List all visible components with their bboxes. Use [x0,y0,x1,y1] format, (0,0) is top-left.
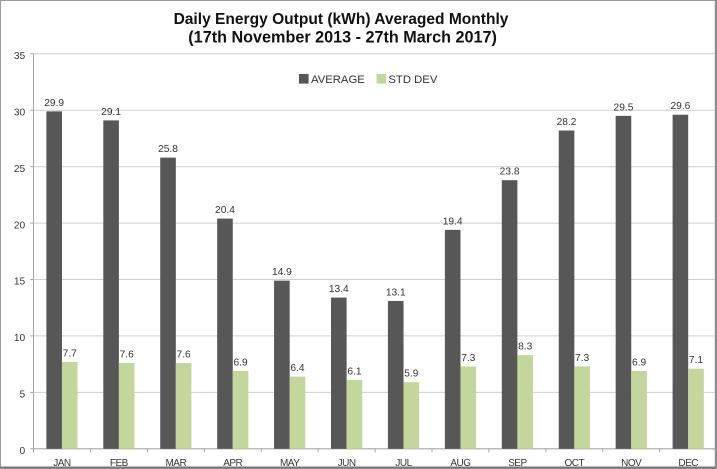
svg-text:29.6: 29.6 [670,101,690,112]
svg-text:FEB: FEB [110,458,129,469]
svg-text:13.1: 13.1 [386,287,406,298]
svg-text:DEC: DEC [678,458,698,469]
svg-text:13.4: 13.4 [329,284,349,295]
svg-text:0: 0 [20,446,26,457]
svg-text:8.3: 8.3 [518,342,532,353]
svg-text:7.3: 7.3 [461,353,475,364]
svg-text:5: 5 [20,390,26,401]
svg-text:30: 30 [14,107,26,118]
svg-text:7.1: 7.1 [689,355,703,366]
svg-text:6.4: 6.4 [290,363,304,374]
svg-text:7.7: 7.7 [63,348,77,359]
svg-text:Daily Energy Output (kWh) Aver: Daily Energy Output (kWh) Averaged Month… [174,11,509,28]
svg-text:6.9: 6.9 [632,357,646,368]
svg-text:29.5: 29.5 [614,102,634,113]
svg-text:APR: APR [223,458,242,469]
svg-text:AVERAGE: AVERAGE [311,74,365,86]
svg-text:7.6: 7.6 [120,349,134,360]
svg-text:MAR: MAR [165,458,186,469]
svg-text:7.6: 7.6 [177,349,191,360]
svg-text:29.1: 29.1 [101,107,121,118]
svg-text:28.2: 28.2 [557,117,577,128]
svg-text:23.8: 23.8 [500,167,520,178]
svg-text:6.9: 6.9 [233,357,247,368]
svg-text:MAY: MAY [280,458,300,469]
svg-text:25.8: 25.8 [158,144,178,155]
svg-text:19.4: 19.4 [443,216,463,227]
svg-text:NOV: NOV [621,458,642,469]
svg-text:35: 35 [14,51,26,62]
svg-text:25: 25 [14,164,26,175]
svg-text:7.3: 7.3 [575,353,589,364]
svg-text:29.9: 29.9 [44,98,64,109]
svg-text:SEP: SEP [508,458,527,469]
svg-text:(17th November 2013 - 27th Mar: (17th November 2013 - 27th March 2017) [188,29,497,47]
svg-text:JUL: JUL [395,458,412,469]
svg-text:STD DEV: STD DEV [388,74,437,86]
svg-text:14.9: 14.9 [272,267,292,278]
svg-text:5.9: 5.9 [404,369,418,380]
svg-text:AUG: AUG [450,458,471,469]
svg-text:20.4: 20.4 [215,205,235,216]
svg-text:6.1: 6.1 [347,366,361,377]
svg-text:20: 20 [14,220,26,231]
svg-text:OCT: OCT [565,458,585,469]
svg-text:JAN: JAN [53,458,71,469]
svg-text:JUN: JUN [338,458,356,469]
svg-text:10: 10 [14,333,26,344]
svg-text:15: 15 [14,277,26,288]
